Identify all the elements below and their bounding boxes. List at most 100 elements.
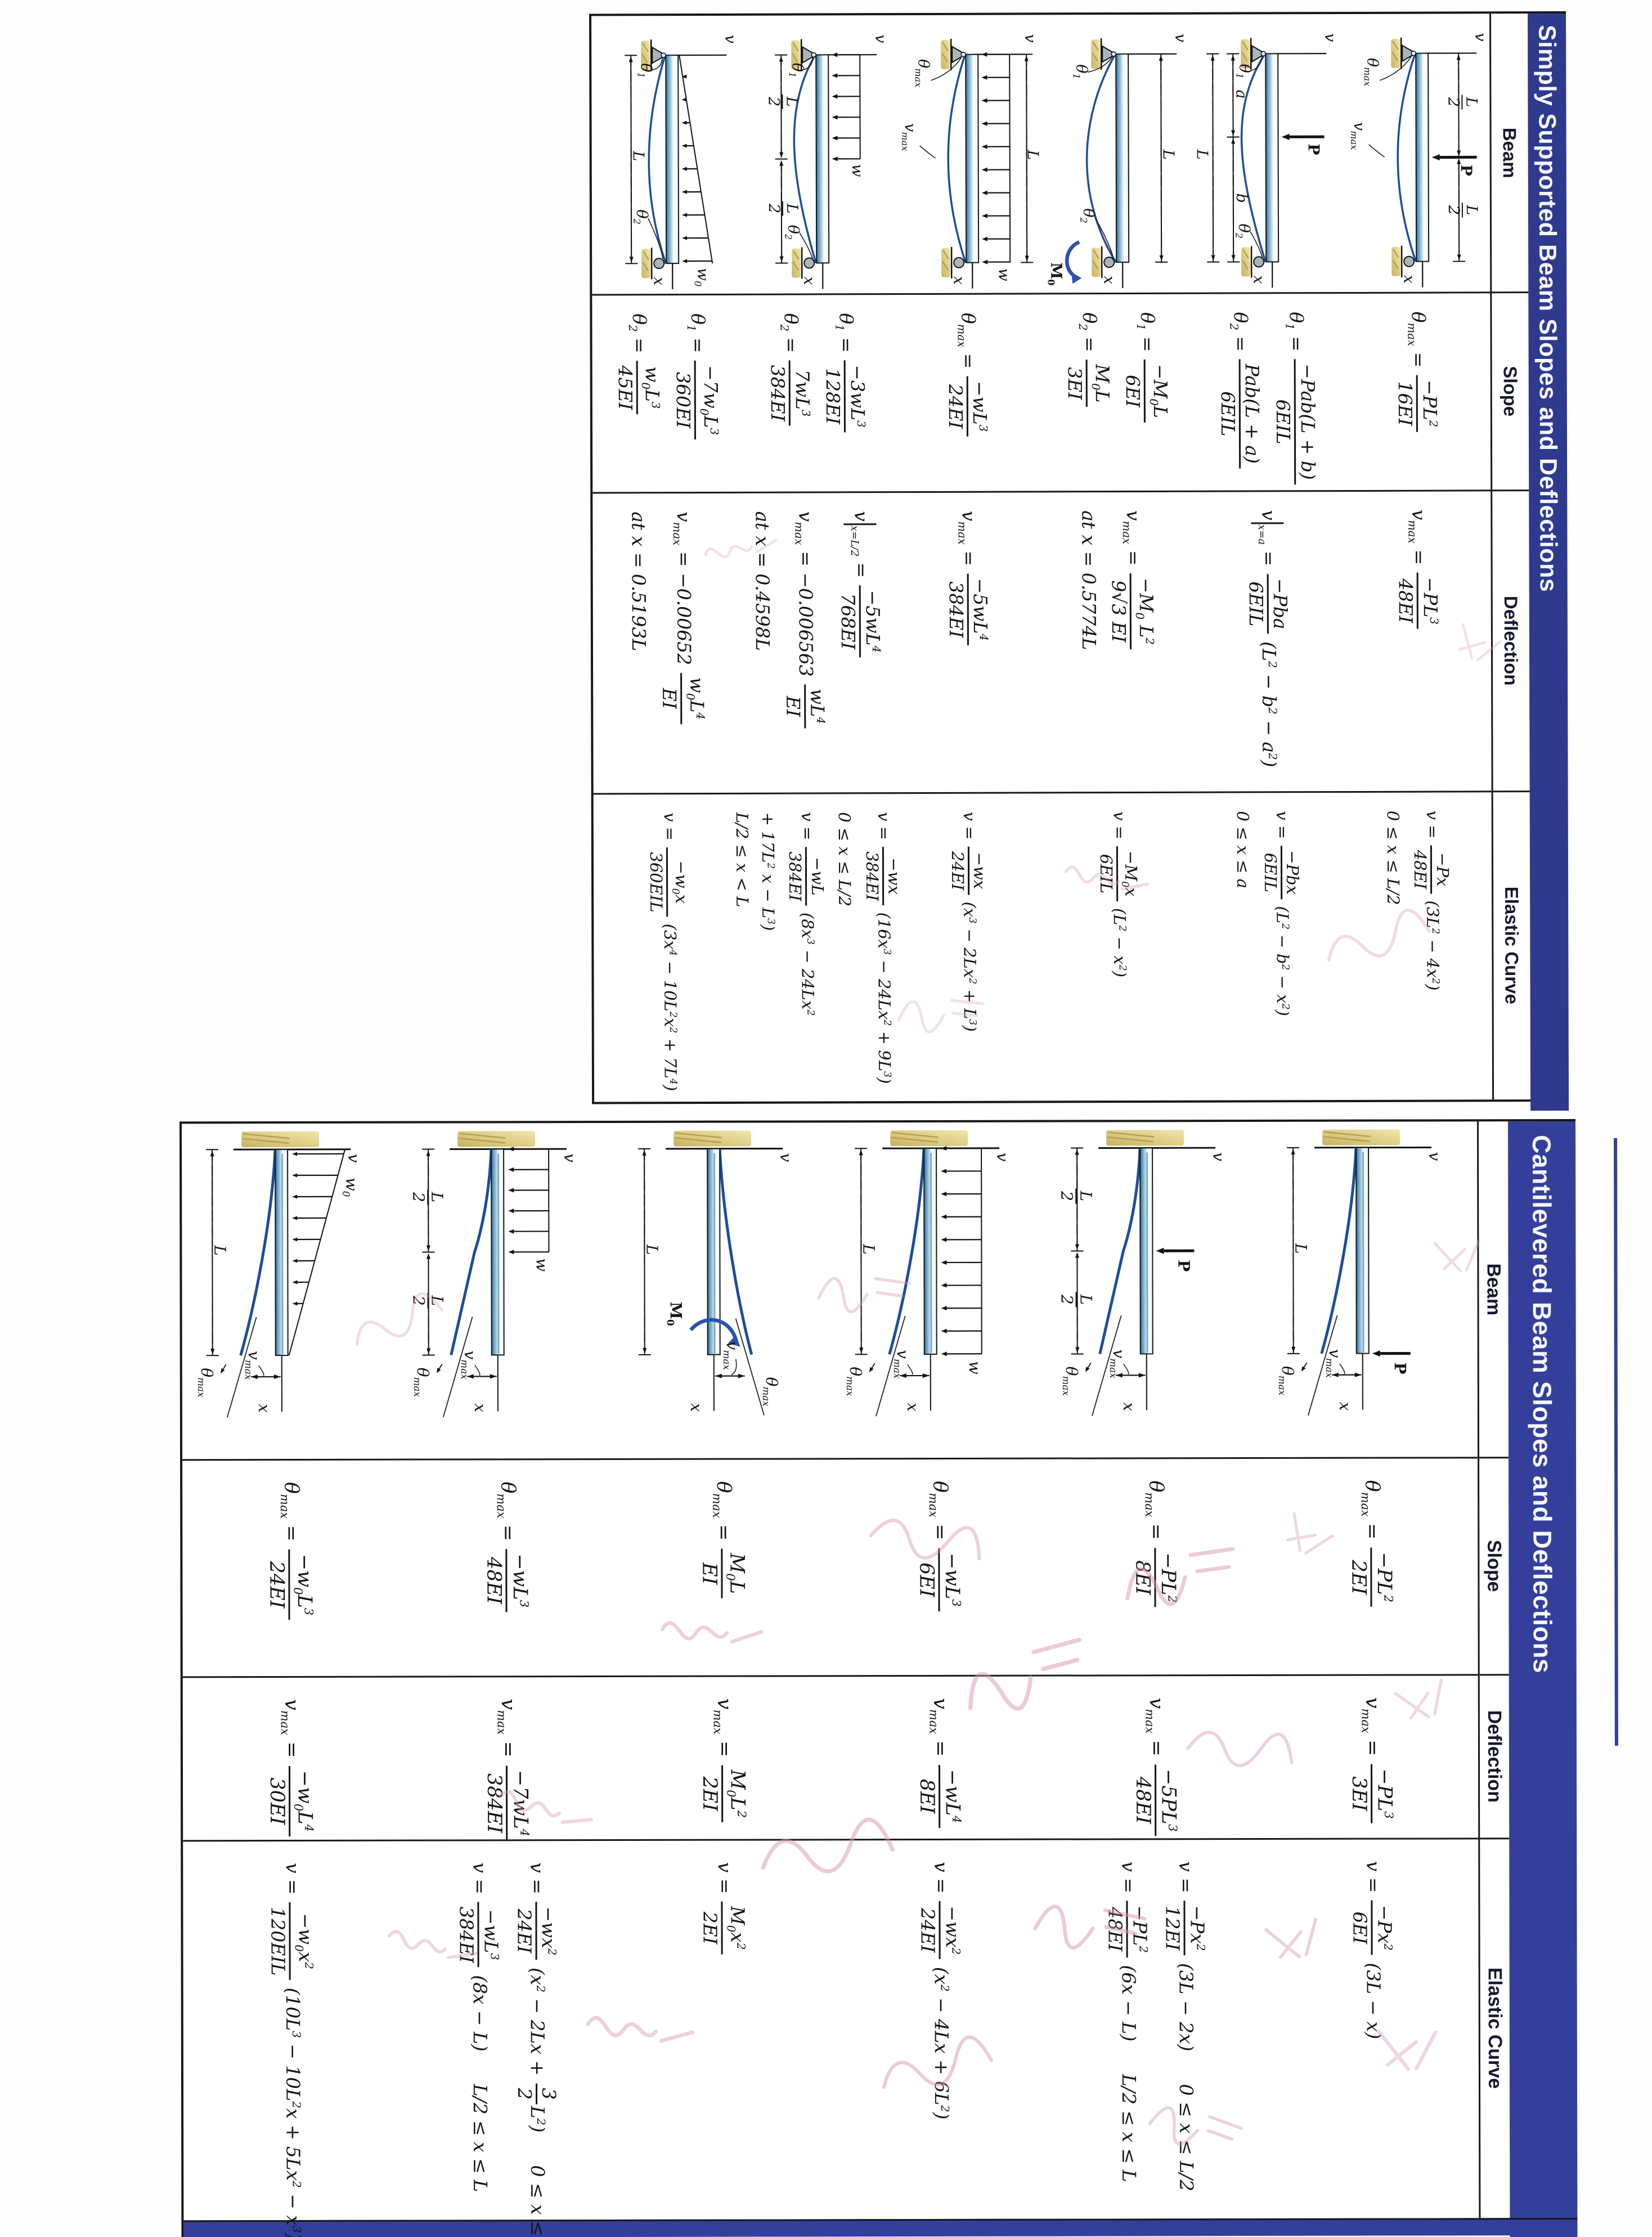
- formula-line: v = −wx 24EI (x3 − 2Lx2 + L3): [948, 811, 990, 1032]
- diagram-label: x: [800, 276, 818, 285]
- diagram-label: v: [872, 34, 890, 43]
- slope-cell: θmax = −wL3 24EI: [892, 293, 1042, 492]
- slope-cell: θmax = −wL3 6EI: [831, 1458, 1047, 1676]
- diagram-label: vmax: [891, 1350, 912, 1379]
- slope-cell: θmax = −wL3 48EI: [398, 1459, 615, 1677]
- diagram-label: θmax: [1276, 1365, 1297, 1396]
- deflection-cell: vmax = M0L2 2EI: [615, 1675, 832, 1840]
- formula-line: vx=a = −Pba 6EIL (L2 − b2 − a2): [1245, 510, 1292, 767]
- formula-line: v = −Pbx 6EIL (L2 − b2 − x2): [1260, 811, 1303, 1016]
- elastic-cell: v = −Px2 6EI (3L − x): [1264, 1838, 1480, 2218]
- formula-line: θmax = −w0L3 24EI: [263, 1482, 318, 1621]
- simply-supported-table: Simply Supported Beam Slopes and Deflect…: [589, 11, 1569, 1111]
- formula-line: vmax = −PL3 48EI: [1393, 510, 1443, 631]
- slope-cell: θmax = −PL2 16EI: [1342, 292, 1492, 491]
- formula-line: + 17L2 x − L3): [758, 812, 778, 931]
- formula-line: v = −wL 384EI (8x3 − 24Lx2: [785, 812, 827, 1016]
- beam-case-row: v x P L 2 L 2 θmax vmax θmax = −PL2 16EI vmax = −PL…: [1341, 14, 1494, 1100]
- diagram-label: P: [1457, 164, 1475, 176]
- diagram-label: θmax: [761, 1377, 782, 1407]
- ss-header-elastic-curve: Elastic Curve: [1501, 886, 1523, 1004]
- deflection-cell: vmax = −M0 L2 9√3 EI at x = 0.5774L: [1043, 491, 1193, 793]
- cl-header-elastic-curve: Elastic Curve: [1484, 1967, 1506, 2089]
- elastic-cell: v = −Px 48EI (3L2 − 4x2) 0 ≤ x ≤ L/2: [1343, 791, 1494, 1100]
- deflection-cell: vmax = −PL3 3EI: [1264, 1674, 1480, 1839]
- diagram-label: M0: [665, 1301, 686, 1326]
- simply-supported-title: Simply Supported Beam Slopes and Deflect…: [1533, 25, 1563, 592]
- elastic-cell: v = −Pbx 6EIL (L2 − b2 − x2) 0 ≤ x ≤ a: [1193, 792, 1344, 1100]
- slope-cell: θmax = −w0L3 24EI: [182, 1459, 399, 1677]
- formula-line: θmax = −wL3 6EI: [913, 1481, 965, 1613]
- formula-line: v = −Px2 6EI (3L − x): [1349, 1861, 1396, 2040]
- diagram-label: w: [848, 164, 866, 177]
- formula-line: 0 ≤ x ≤ L/2: [1383, 810, 1403, 905]
- diagram-label: x: [650, 277, 668, 286]
- deflection-cell: vmax = −PL3 48EI: [1343, 490, 1493, 792]
- diagram-label: x: [950, 276, 968, 285]
- diagram-label: x: [1100, 276, 1118, 285]
- formula-line: θmax = −PL2 8EI: [1129, 1480, 1181, 1609]
- formula-line: vmax = −wL4 8EI: [913, 1698, 966, 1830]
- beam-case-row: v x vmax θmax L 2 L 2 w θmax = −wL3 48EI vmax = −7w…: [398, 1123, 616, 2237]
- beam-diagram: v x vmax θmax L P: [1263, 1121, 1479, 1458]
- diagram-label: b: [1233, 193, 1251, 203]
- diagram-label: vmax: [1348, 122, 1368, 150]
- diagram-label: w0: [340, 1177, 361, 1197]
- formula-line: v = M0x2 2EI: [697, 1862, 750, 1956]
- formula-line: θmax = −PL2 16EI: [1392, 312, 1442, 434]
- beam-diagram-cell: v x vmax θmax L 2 L 2 P: [1047, 1122, 1263, 1458]
- diagram-label: L: [859, 1244, 878, 1255]
- diagram-label: x: [1335, 1402, 1354, 1411]
- formula-line: θmax = −wL3 24EI: [942, 313, 993, 438]
- formula-line: vmax = −PL3 3EI: [1345, 1697, 1398, 1825]
- diagram-label: v: [560, 1153, 580, 1162]
- diagram-label: M0: [1045, 262, 1065, 286]
- deflection-cell: vmax = −5wL4 384EI: [892, 491, 1043, 793]
- diagram-label: θmax: [412, 1367, 433, 1397]
- diagram-label: vmax: [459, 1350, 479, 1380]
- formula-line: at x = 0.4598L: [751, 511, 774, 651]
- cantilevered-table: Cantilevered Beam Slopes and Deflections…: [179, 1119, 1618, 2237]
- diagram-label: L: [630, 151, 648, 161]
- diagram-label: θ1: [1071, 64, 1090, 79]
- formula-line: θ1 = −M0L 6EI: [1120, 312, 1173, 424]
- diagram-label: w: [532, 1258, 551, 1272]
- formula-line: vmax = −w0L4 30EI: [263, 1699, 318, 1838]
- beam-case-row: v x L M0 θ1 θ2 θ1 = −M0L 6EI θ2 = M0L 3EI vmax = −…: [1042, 15, 1195, 1101]
- beam-diagram-cell: v x P L 2 L 2 θmax vmax: [1341, 14, 1492, 293]
- cl-header-beam: Beam: [1483, 1263, 1505, 1316]
- diagram-label: v: [1425, 1152, 1444, 1161]
- formula-line: vmax = −5wL4 384EI: [942, 511, 993, 648]
- elastic-cell: v = −wx 24EI (x3 − 2Lx2 + L3): [894, 792, 1044, 1101]
- simply-supported-title-bar: Simply Supported Beam Slopes and Deflect…: [1528, 13, 1569, 1111]
- formula-line: v = −Px2 12EI (3L − 2x)0 ≤ x ≤ L/2: [1161, 1861, 1209, 2191]
- diagram-label: vmax: [243, 1351, 263, 1380]
- cantilevered-title: Cantilevered Beam Slopes and Deflections: [1527, 1135, 1557, 1674]
- beam-diagram: v x w L 2 L 2 θ1 θ2: [742, 15, 892, 294]
- formula-line: θ2 = 7wL3 384EI: [765, 313, 815, 427]
- diagram-label: v: [1471, 33, 1489, 42]
- cantilevered-title-bar: Cantilevered Beam Slopes and Deflections: [1508, 1121, 1578, 2237]
- beam-diagram-cell: v x vmax θmax L P: [1263, 1121, 1479, 1458]
- formula-line: θ2 = Pab(L + a) 6EIL: [1214, 312, 1264, 470]
- slope-cell: θ1 = −Pab(L + b) 6EIL θ2 = Pab(L + a) 6EIL: [1192, 293, 1342, 491]
- diagram-label: v: [1209, 1152, 1228, 1161]
- deflection-cell: vmax = −0.00652 w0L4 EI at x = 0.5193L: [592, 492, 743, 794]
- elastic-cell: v = −Px2 12EI (3L − 2x)0 ≤ x ≤ L/2 v = −PL…: [1048, 1839, 1264, 2219]
- diagram-label: x: [903, 1403, 922, 1412]
- diagram-label: θ2: [631, 209, 651, 224]
- diagram-label: θmax: [913, 59, 932, 88]
- page-edge-stripe: [1614, 1138, 1618, 1746]
